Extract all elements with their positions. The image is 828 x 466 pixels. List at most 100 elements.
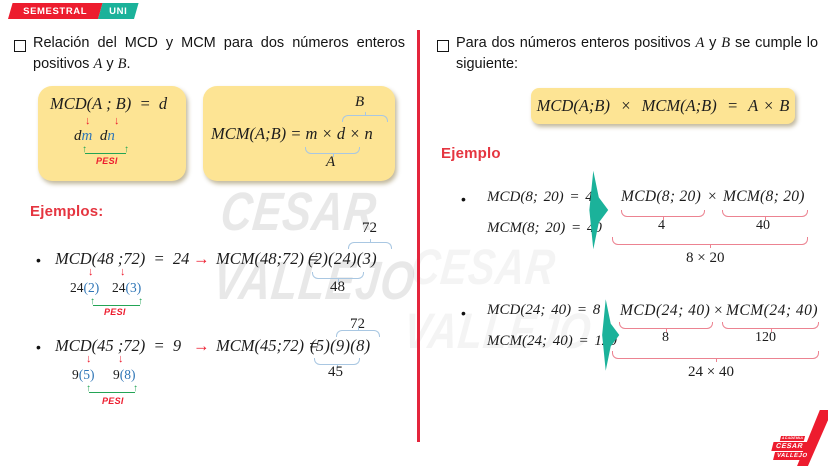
- mcm-formula-box: B MCM(A;B) = m × d × n A: [203, 86, 395, 181]
- pesi-label: PESI: [102, 396, 124, 406]
- up-arrow-icon: ↑: [86, 383, 91, 394]
- watermark: CESAR VALLEJO: [209, 178, 426, 316]
- times-sign: ×: [707, 188, 718, 205]
- intro-line: Relación del MCD y MCM para dos números …: [33, 35, 405, 51]
- prod-right: MCM(24; 40): [726, 302, 819, 319]
- underbrace: [722, 322, 819, 332]
- down-arrow-icon: ↓: [118, 353, 124, 365]
- bullet: •: [461, 305, 466, 321]
- underbrace: [722, 210, 808, 220]
- implies-arrow: →: [193, 249, 210, 268]
- underbrace-wide: [612, 237, 808, 248]
- mcd-value: 8: [662, 330, 669, 345]
- mcm-value: 40: [756, 218, 770, 233]
- uni-badge: UNI: [98, 3, 139, 19]
- pesi-label: PESI: [96, 156, 118, 166]
- mcd-formula-box: MCD(A ; B) = d ↓ ↓ dm dn ↑ ↑ PESI: [38, 86, 186, 181]
- pesi-link: ↑ ↑: [82, 144, 129, 155]
- logo-top-label: ACADEMIA: [779, 436, 806, 441]
- mcm-equation: MCM(24; 40) = 120: [487, 333, 617, 349]
- product-result: 24 × 40: [688, 364, 734, 380]
- pesi-link: ↑ ↑: [86, 383, 138, 394]
- bullet: •: [36, 252, 41, 268]
- examples-title: Ejemplos:: [30, 203, 104, 220]
- mcd-equation: MCD(24; 40) = 8: [487, 302, 601, 318]
- up-arrow-icon: ↑: [124, 144, 129, 155]
- times-sign: ×: [713, 302, 724, 319]
- semestral-badge: SEMESTRAL: [8, 3, 103, 19]
- overbrace: [348, 239, 392, 249]
- bullet: •: [36, 339, 41, 355]
- watermark-line: CESAR: [217, 182, 380, 242]
- pesi-label: PESI: [104, 307, 126, 317]
- decomp-pair: 24(3): [112, 280, 142, 295]
- a-label: A: [326, 154, 336, 170]
- value-bottom: 45: [328, 364, 343, 380]
- down-arrow-icon: ↓: [120, 266, 126, 278]
- overbrace: [336, 327, 380, 337]
- underbrace: [619, 322, 713, 332]
- var-b: B: [721, 35, 731, 51]
- logo-bot-label: VALLEJO: [773, 451, 812, 460]
- var-a: A: [93, 56, 103, 72]
- mcd-equation: MCD(8; 20) = 4: [487, 189, 593, 205]
- mcd-equation: MCD(45 ;72) = 9: [55, 336, 182, 355]
- underbrace-wide: [612, 351, 819, 362]
- mcm-lhs: MCM(48;72) =: [216, 249, 320, 268]
- underbrace: [312, 272, 364, 282]
- right-intro-text: Para dos números enteros positivos A y B…: [456, 33, 818, 75]
- mcm-equation: MCM(8; 20) = 40: [487, 220, 602, 236]
- mcm-lhs: MCM(45;72) =: [216, 336, 320, 355]
- mcd-formula: MCD(A ; B) = d: [50, 94, 168, 113]
- down-arrow-icon: ↓: [114, 115, 120, 127]
- implies-arrow: →: [193, 336, 210, 355]
- mcd-equation: MCD(48 ;72) = 24: [55, 249, 190, 268]
- teal-arrow-icon: [589, 170, 609, 250]
- intro-line: positivos A y B.: [33, 56, 131, 72]
- overbrace: [342, 112, 388, 122]
- down-arrow-icon: ↓: [86, 353, 92, 365]
- decomp-pair: 9(5): [72, 367, 95, 382]
- underbrace: [305, 147, 360, 157]
- b-label: B: [355, 94, 365, 110]
- watermark-line: CESAR: [408, 235, 602, 299]
- decomposition: dm dn: [74, 128, 115, 144]
- up-arrow-icon: ↑: [90, 296, 95, 307]
- semestral-label: SEMESTRAL: [23, 5, 88, 17]
- product-formula: MCD(A;B) × MCM(A;B) = A × B: [536, 96, 790, 115]
- prod-right: MCM(8; 20): [723, 188, 805, 205]
- prod-left: MCD(24; 40): [620, 302, 711, 319]
- up-arrow-icon: ↑: [133, 383, 138, 394]
- product-formula-box: MCD(A;B) × MCM(A;B) = A × B: [531, 88, 795, 124]
- mcd-value: 4: [658, 218, 665, 233]
- left-intro-text: Relación del MCD y MCM para dos números …: [33, 33, 405, 75]
- mcm-value: 120: [755, 330, 776, 345]
- logo-mid-label: CESAR: [771, 441, 808, 451]
- bullet: •: [461, 191, 466, 207]
- value-bottom: 48: [330, 279, 345, 295]
- checkbox-bullet-icon: [14, 40, 26, 52]
- example-title: Ejemplo: [441, 145, 501, 162]
- mcm-factors: (5)(9)(8): [310, 336, 371, 355]
- cesar-vallejo-logo: ACADEMIA CESAR VALLEJO: [767, 436, 815, 461]
- down-arrow-icon: ↓: [88, 266, 94, 278]
- intro-line: siguiente:: [456, 56, 519, 72]
- decomp-pair: 24(2): [70, 280, 100, 295]
- up-arrow-icon: ↑: [138, 296, 143, 307]
- checkbox-bullet-icon: [437, 40, 449, 52]
- var-b: B: [117, 56, 127, 72]
- intro-line: Para dos números enteros positivos A y B…: [456, 35, 819, 51]
- mcm-formula: MCM(A;B) = m × d × n: [211, 124, 373, 143]
- product-result: 8 × 20: [686, 250, 725, 266]
- decomp-pair: 9(8): [113, 367, 136, 382]
- teal-arrow-icon: [602, 299, 620, 371]
- prod-left: MCD(8; 20): [621, 188, 702, 205]
- lcm-value-top: 72: [350, 316, 365, 332]
- lcm-value-top: 72: [362, 220, 377, 236]
- vertical-divider: [417, 30, 420, 442]
- down-arrow-icon: ↓: [85, 115, 91, 127]
- underbrace: [621, 210, 705, 220]
- var-a: A: [695, 35, 705, 51]
- pesi-link: ↑ ↑: [90, 296, 143, 307]
